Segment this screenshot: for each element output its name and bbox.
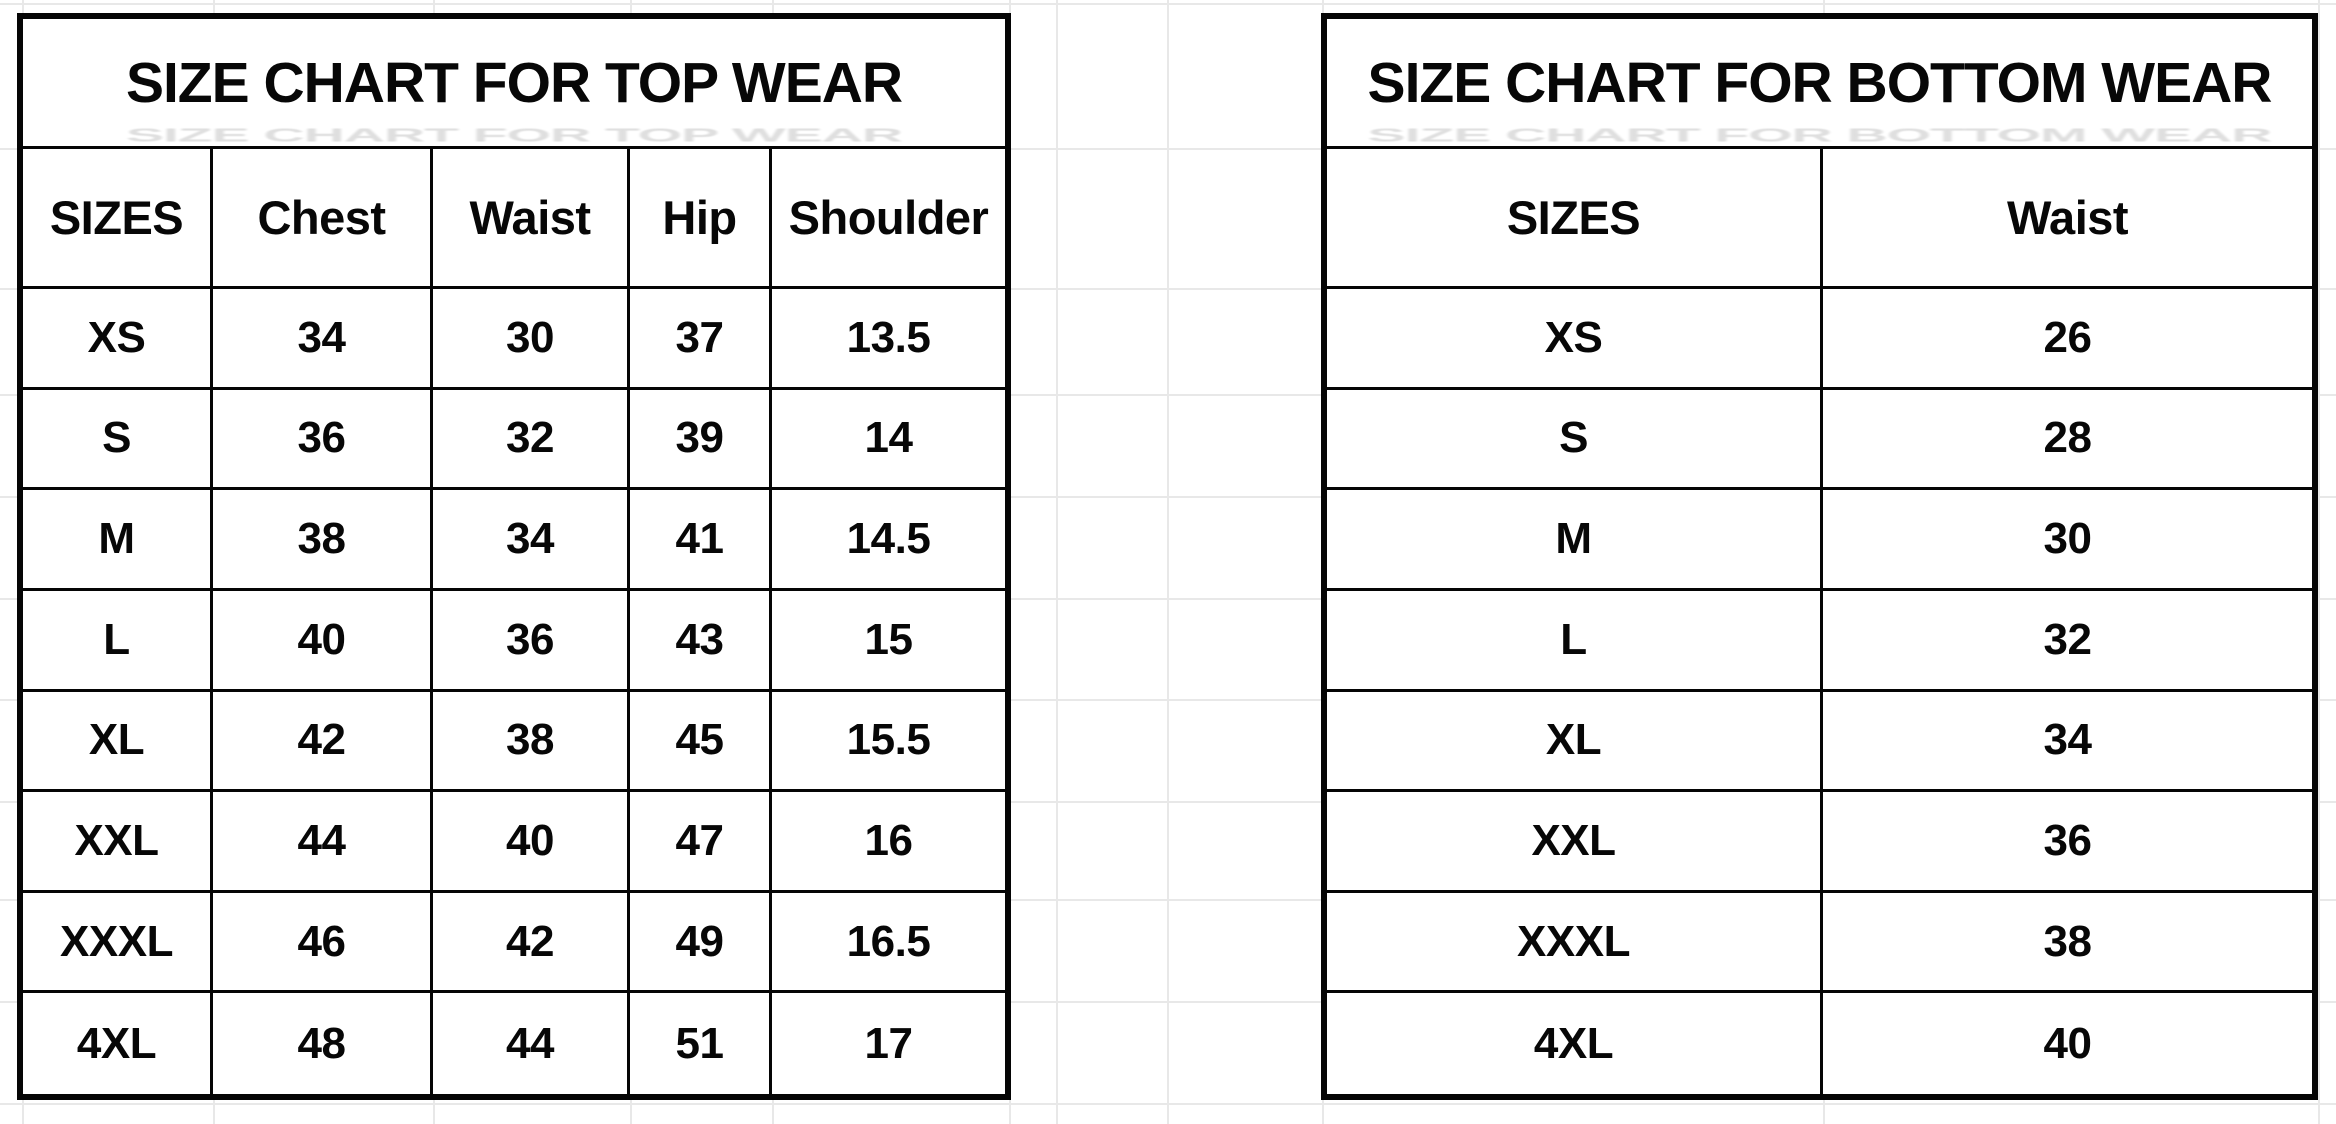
measurement-cell: 14 — [772, 390, 1005, 491]
table-body: SIZES Waist XS 26 S 28 M 30 L 32 XL 34 XXL 36 XXXL 38 4X… — [1327, 149, 2312, 1094]
measurement-cell: 38 — [213, 490, 433, 591]
column-header: Waist — [433, 149, 630, 289]
sheet-gridline — [1056, 0, 1058, 1124]
size-label-cell: L — [23, 590, 213, 692]
column-header: SIZES — [23, 149, 213, 289]
measurement-cell: 32 — [1823, 591, 2312, 692]
measurement-cell: 15.5 — [772, 692, 1005, 793]
measurement-cell: 37 — [630, 289, 772, 390]
measurement-cell: 36 — [433, 590, 630, 692]
measurement-cell: 14.5 — [772, 490, 1005, 591]
measurement-cell: 16.5 — [772, 893, 1005, 994]
measurement-cell: 40 — [213, 590, 433, 692]
measurement-cell: 34 — [1823, 692, 2312, 793]
measurement-cell: 36 — [213, 389, 433, 491]
column-header: Shoulder — [772, 149, 1005, 289]
measurement-cell: 15 — [772, 591, 1005, 692]
measurement-cell: 38 — [433, 691, 630, 793]
measurement-cell: 39 — [630, 389, 772, 491]
table-title-text: SIZE CHART FOR TOP WEAR — [125, 50, 903, 115]
size-label-cell: S — [1327, 389, 1823, 491]
measurement-cell: 49 — [630, 892, 772, 994]
measurement-cell: 42 — [433, 892, 630, 994]
measurement-cell: 44 — [433, 993, 630, 1094]
table-title: SIZE CHART FOR TOP WEAR SIZE CHART FOR T… — [23, 19, 1005, 149]
size-label-cell: XXL — [1327, 792, 1823, 893]
measurement-cell: 30 — [433, 289, 630, 390]
measurement-cell: 38 — [1823, 893, 2312, 994]
measurement-cell: 17 — [864, 1018, 913, 1068]
size-label-cell: XXXL — [23, 892, 213, 994]
measurement-cell: 16 — [772, 792, 1005, 893]
measurement-cell: 40 — [2043, 1018, 2092, 1068]
size-label-cell: 4XL — [1327, 993, 1823, 1094]
size-label-cell: XXXL — [1327, 892, 1823, 994]
column-header: Chest — [213, 149, 433, 289]
size-label-cell: M — [23, 490, 213, 591]
measurement-cell: 32 — [433, 389, 630, 491]
measurement-cell: 47 — [630, 792, 772, 893]
measurement-cell: 46 — [213, 892, 433, 994]
measurement-cell: 30 — [1823, 490, 2312, 591]
measurement-cell: 36 — [1823, 792, 2312, 893]
measurement-cell: 34 — [213, 289, 433, 390]
top-wear-size-table: SIZE CHART FOR TOP WEAR SIZE CHART FOR T… — [17, 13, 1011, 1100]
size-label-cell: XXL — [23, 792, 213, 893]
measurement-cell: 45 — [630, 691, 772, 793]
measurement-cell: 40 — [433, 792, 630, 893]
size-label-cell: S — [23, 389, 213, 491]
size-label-cell: XS — [1327, 289, 1823, 390]
size-label-cell: XS — [23, 289, 213, 390]
size-label-cell: M — [1327, 490, 1823, 591]
size-label-cell: 4XL — [23, 993, 213, 1094]
measurement-cell: 28 — [1823, 390, 2312, 491]
table-title: SIZE CHART FOR BOTTOM WEAR SIZE CHART FO… — [1327, 19, 2312, 149]
bottom-wear-size-table: SIZE CHART FOR BOTTOM WEAR SIZE CHART FO… — [1321, 13, 2318, 1100]
measurement-cell: 43 — [630, 590, 772, 692]
measurement-cell: 34 — [433, 490, 630, 591]
column-header: SIZES — [1327, 149, 1823, 289]
measurement-cell: 26 — [1823, 289, 2312, 390]
measurement-cell: 41 — [630, 490, 772, 591]
title-echo-artifact: SIZE CHART FOR BOTTOM WEAR — [1367, 125, 2273, 146]
measurement-cell: 51 — [630, 993, 772, 1094]
sheet-gridline — [2318, 0, 2320, 1124]
size-label-cell: XL — [1327, 691, 1823, 793]
size-label-cell: XL — [23, 691, 213, 793]
measurement-cell: 44 — [213, 792, 433, 893]
measurement-cell: 13.5 — [772, 289, 1005, 390]
measurement-cell: 48 — [213, 993, 433, 1094]
column-header: Hip — [630, 149, 772, 289]
sheet-gridline — [1167, 0, 1169, 1124]
column-header: Waist — [1823, 149, 2312, 289]
table-body: SIZES Chest Waist Hip Shoulder XS 34 30 37 13.5 S 3… — [23, 149, 1005, 1094]
title-echo-artifact: SIZE CHART FOR TOP WEAR — [125, 125, 903, 146]
table-title-text: SIZE CHART FOR BOTTOM WEAR — [1367, 50, 2273, 115]
measurement-cell: 42 — [213, 691, 433, 793]
size-label-cell: L — [1327, 590, 1823, 692]
